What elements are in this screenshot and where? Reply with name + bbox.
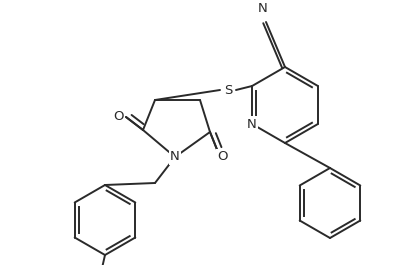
Text: N: N xyxy=(170,151,180,164)
Text: O: O xyxy=(113,111,123,123)
Text: N: N xyxy=(247,117,257,130)
Text: O: O xyxy=(218,151,228,164)
Text: N: N xyxy=(258,2,268,15)
Text: S: S xyxy=(224,83,232,96)
